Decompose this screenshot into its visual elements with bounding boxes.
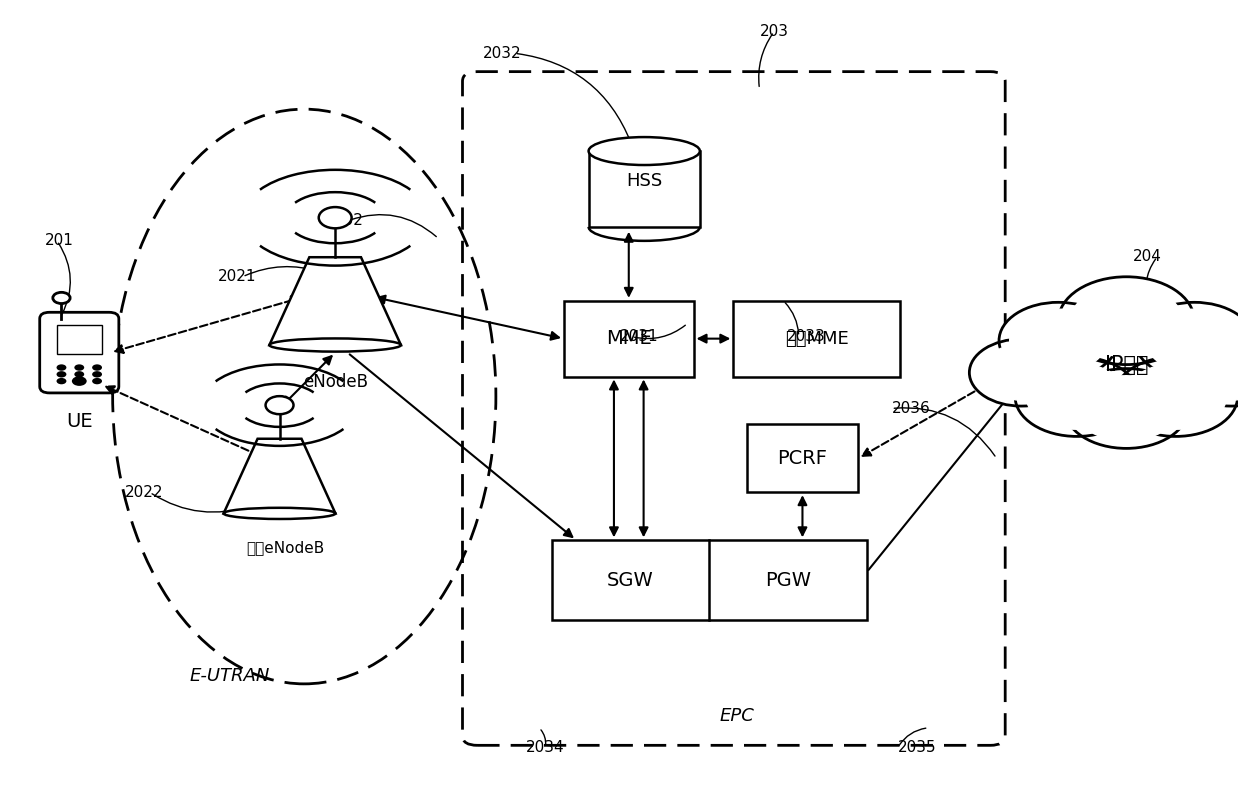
Text: 202: 202 bbox=[336, 213, 364, 228]
Circle shape bbox=[1180, 339, 1239, 406]
Circle shape bbox=[318, 207, 352, 228]
Ellipse shape bbox=[223, 508, 336, 519]
Circle shape bbox=[1026, 364, 1127, 429]
Text: PGW: PGW bbox=[764, 570, 812, 590]
Text: 2031: 2031 bbox=[620, 329, 658, 344]
Text: 2035: 2035 bbox=[897, 740, 937, 755]
Text: UE: UE bbox=[66, 413, 93, 432]
Circle shape bbox=[57, 378, 67, 384]
Circle shape bbox=[74, 364, 84, 371]
Circle shape bbox=[92, 364, 102, 371]
Text: 2032: 2032 bbox=[483, 46, 522, 61]
Bar bbox=[551, 540, 867, 620]
Circle shape bbox=[1058, 277, 1194, 364]
Circle shape bbox=[74, 378, 84, 384]
Text: eNodeB: eNodeB bbox=[302, 372, 368, 391]
Bar bbox=[589, 151, 700, 227]
Circle shape bbox=[57, 364, 67, 371]
Text: 其它MME: 其它MME bbox=[784, 330, 849, 348]
Ellipse shape bbox=[269, 339, 401, 352]
Circle shape bbox=[72, 376, 87, 386]
Circle shape bbox=[979, 345, 1064, 400]
FancyBboxPatch shape bbox=[40, 312, 119, 393]
Circle shape bbox=[1010, 309, 1106, 372]
Circle shape bbox=[57, 371, 67, 377]
Text: 2021: 2021 bbox=[218, 269, 256, 284]
Circle shape bbox=[1015, 356, 1139, 437]
Circle shape bbox=[1114, 356, 1238, 437]
Text: 2034: 2034 bbox=[527, 740, 565, 755]
Circle shape bbox=[1125, 364, 1227, 429]
Circle shape bbox=[999, 302, 1118, 379]
Text: MME: MME bbox=[606, 329, 652, 348]
Circle shape bbox=[1075, 376, 1177, 441]
Circle shape bbox=[265, 396, 294, 414]
Circle shape bbox=[969, 339, 1073, 406]
Text: E-UTRAN: E-UTRAN bbox=[190, 667, 270, 685]
Circle shape bbox=[1146, 309, 1239, 372]
Bar bbox=[564, 300, 694, 376]
Circle shape bbox=[74, 371, 84, 377]
Text: 204: 204 bbox=[1132, 249, 1161, 264]
Text: EPC: EPC bbox=[720, 706, 755, 725]
Ellipse shape bbox=[589, 137, 700, 165]
Text: 2036: 2036 bbox=[892, 401, 930, 416]
Text: 其它eNodeB: 其它eNodeB bbox=[247, 540, 325, 555]
Text: 2033: 2033 bbox=[787, 329, 825, 344]
Circle shape bbox=[1189, 345, 1239, 400]
Circle shape bbox=[53, 292, 71, 304]
Bar bbox=[747, 425, 859, 493]
Text: IP业务: IP业务 bbox=[1105, 355, 1149, 375]
Text: 203: 203 bbox=[760, 24, 788, 39]
Text: 201: 201 bbox=[45, 233, 73, 248]
Circle shape bbox=[1135, 302, 1239, 379]
Circle shape bbox=[1064, 368, 1188, 449]
Bar bbox=[733, 300, 900, 376]
Circle shape bbox=[92, 371, 102, 377]
Bar bbox=[57, 325, 102, 354]
Text: HSS: HSS bbox=[626, 172, 663, 191]
Polygon shape bbox=[223, 439, 336, 513]
Circle shape bbox=[92, 378, 102, 384]
Text: PCRF: PCRF bbox=[777, 449, 828, 468]
Polygon shape bbox=[269, 257, 401, 345]
Text: SGW: SGW bbox=[607, 570, 654, 590]
Circle shape bbox=[1070, 284, 1182, 356]
Text: 2022: 2022 bbox=[125, 485, 164, 500]
